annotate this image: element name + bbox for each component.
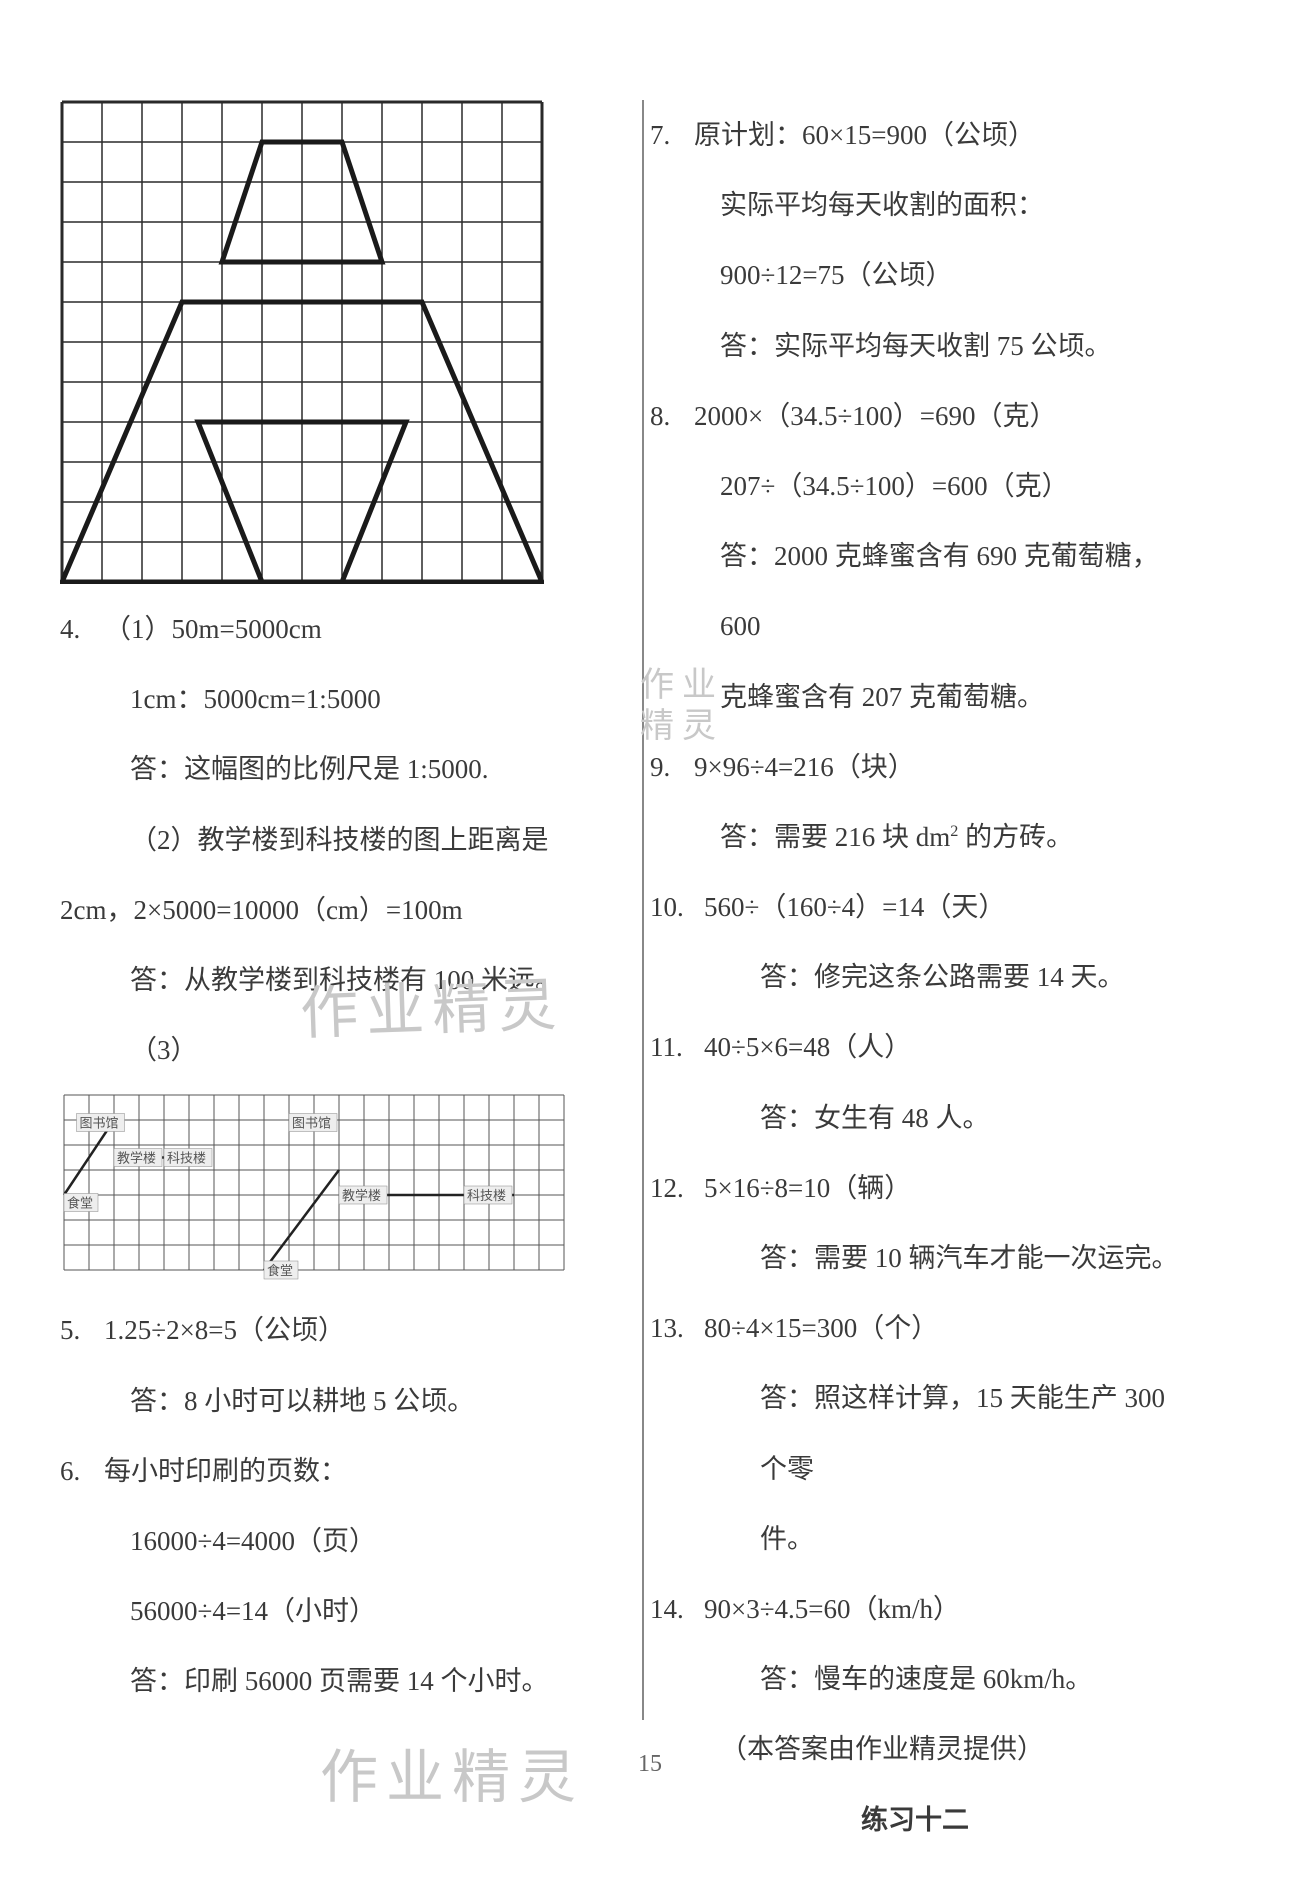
q8-number: 8. — [650, 381, 694, 451]
q9-number: 9. — [650, 732, 694, 802]
svg-text:食堂: 食堂 — [67, 1196, 93, 1211]
q11-line2: 答：女生有 48 人。 — [650, 1083, 1180, 1153]
svg-text:科技楼: 科技楼 — [467, 1188, 506, 1203]
q10-number: 10. — [650, 872, 704, 942]
svg-text:图书馆: 图书馆 — [292, 1116, 331, 1131]
question-13: 13. 80÷4×15=300（个） — [650, 1293, 1180, 1363]
q6-line1: 每小时印刷的页数： — [104, 1436, 590, 1506]
q13-line2: 答：照这样计算，15 天能生产 300 个零 — [650, 1363, 1180, 1503]
svg-text:教学楼: 教学楼 — [117, 1151, 156, 1166]
question-9: 9. 9×96÷4=216（块） — [650, 732, 1180, 802]
q9-line2a: 答：需要 216 块 dm — [720, 822, 950, 852]
page-number: 15 — [0, 1751, 1300, 1778]
q11-number: 11. — [650, 1012, 704, 1082]
question-5: 5. 1.25÷2×8=5（公顷） — [60, 1295, 590, 1365]
q4-line3: 答：这幅图的比例尺是 1:5000. — [60, 734, 590, 804]
q13-line1: 80÷4×15=300（个） — [704, 1293, 1180, 1363]
q7-line4: 答：实际平均每天收割 75 公顷。 — [650, 311, 1180, 381]
q8-line4: 克蜂蜜含有 207 克葡萄糖。 — [650, 662, 1180, 732]
q7-number: 7. — [650, 100, 694, 170]
q13-line3: 件。 — [650, 1504, 1180, 1574]
q7-line1: 原计划：60×15=900（公顷） — [694, 100, 1180, 170]
q9-line2b: 的方砖。 — [958, 822, 1073, 852]
question-4: 4. （1）50m=5000cm — [60, 594, 590, 664]
question-8: 8. 2000×（34.5÷100）=690（克） — [650, 381, 1180, 451]
q10-line2: 答：修完这条公路需要 14 天。 — [650, 942, 1180, 1012]
question-7: 7. 原计划：60×15=900（公顷） — [650, 100, 1180, 170]
q8-line2: 207÷（34.5÷100）=600（克） — [650, 451, 1180, 521]
question-11: 11. 40÷5×6=48（人） — [650, 1012, 1180, 1082]
q8-line3: 答：2000 克蜂蜜含有 690 克葡萄糖，600 — [650, 521, 1180, 661]
q4-line6: 答：从教学楼到科技楼有 100 米远。 — [60, 945, 590, 1015]
question-14: 14. 90×3÷4.5=60（km/h） — [650, 1574, 1180, 1644]
q6-line4: 答：印刷 56000 页需要 14 个小时。 — [60, 1646, 590, 1716]
left-column: 4. （1）50m=5000cm 1cm：5000cm=1:5000 答：这幅图… — [60, 100, 620, 1855]
q5-line1: 1.25÷2×8=5（公顷） — [104, 1295, 590, 1365]
q4-line4: （2）教学楼到科技楼的图上距离是 — [60, 805, 590, 875]
q4-line5: 2cm，2×5000=10000（cm）=100m — [60, 875, 590, 945]
q14-line1: 90×3÷4.5=60（km/h） — [704, 1574, 1180, 1644]
q4-number: 4. — [60, 594, 104, 664]
q4-line2: 1cm：5000cm=1:5000 — [60, 664, 590, 734]
q7-line2: 实际平均每天收割的面积： — [650, 170, 1180, 240]
q4-line7: （3） — [60, 1015, 590, 1085]
column-divider — [642, 100, 644, 1720]
q10-line1: 560÷（160÷4）=14（天） — [704, 872, 1180, 942]
q12-number: 12. — [650, 1153, 704, 1223]
trapezoid-grid-figure — [60, 100, 544, 584]
page-root: 4. （1）50m=5000cm 1cm：5000cm=1:5000 答：这幅图… — [0, 0, 1300, 1895]
q6-number: 6. — [60, 1436, 104, 1506]
q14-line2: 答：慢车的速度是 60km/h。 — [650, 1644, 1180, 1714]
question-12: 12. 5×16÷8=10（辆） — [650, 1153, 1180, 1223]
q4-line1: （1）50m=5000cm — [104, 594, 590, 664]
q11-line1: 40÷5×6=48（人） — [704, 1012, 1180, 1082]
q13-number: 13. — [650, 1293, 704, 1363]
q6-line2: 16000÷4=4000（页） — [60, 1506, 590, 1576]
q12-line2: 答：需要 10 辆汽车才能一次运完。 — [650, 1223, 1180, 1293]
q9-line2: 答：需要 216 块 dm2 的方砖。 — [650, 802, 1180, 872]
next-section-title: 练习十二 — [650, 1785, 1180, 1855]
q6-line3: 56000÷4=14（小时） — [60, 1576, 590, 1646]
question-6: 6. 每小时印刷的页数： — [60, 1436, 590, 1506]
q7-line3: 900÷12=75（公顷） — [650, 240, 1180, 310]
svg-text:科技楼: 科技楼 — [167, 1151, 206, 1166]
question-10: 10. 560÷（160÷4）=14（天） — [650, 872, 1180, 942]
svg-text:食堂: 食堂 — [267, 1263, 293, 1278]
q12-line1: 5×16÷8=10（辆） — [704, 1153, 1180, 1223]
right-column: 7. 原计划：60×15=900（公顷） 实际平均每天收割的面积： 900÷12… — [620, 100, 1180, 1855]
q5-number: 5. — [60, 1295, 104, 1365]
q5-line2: 答：8 小时可以耕地 5 公顷。 — [60, 1366, 590, 1436]
school-map-figure: 图书馆图书馆教学楼教学楼科技楼科技楼食堂食堂 — [60, 1091, 570, 1281]
q4-body: （1）50m=5000cm — [104, 594, 590, 664]
svg-text:教学楼: 教学楼 — [342, 1188, 381, 1203]
q14-number: 14. — [650, 1574, 704, 1644]
q8-line1: 2000×（34.5÷100）=690（克） — [694, 381, 1180, 451]
q9-line1: 9×96÷4=216（块） — [694, 732, 1180, 802]
svg-text:图书馆: 图书馆 — [80, 1116, 119, 1131]
